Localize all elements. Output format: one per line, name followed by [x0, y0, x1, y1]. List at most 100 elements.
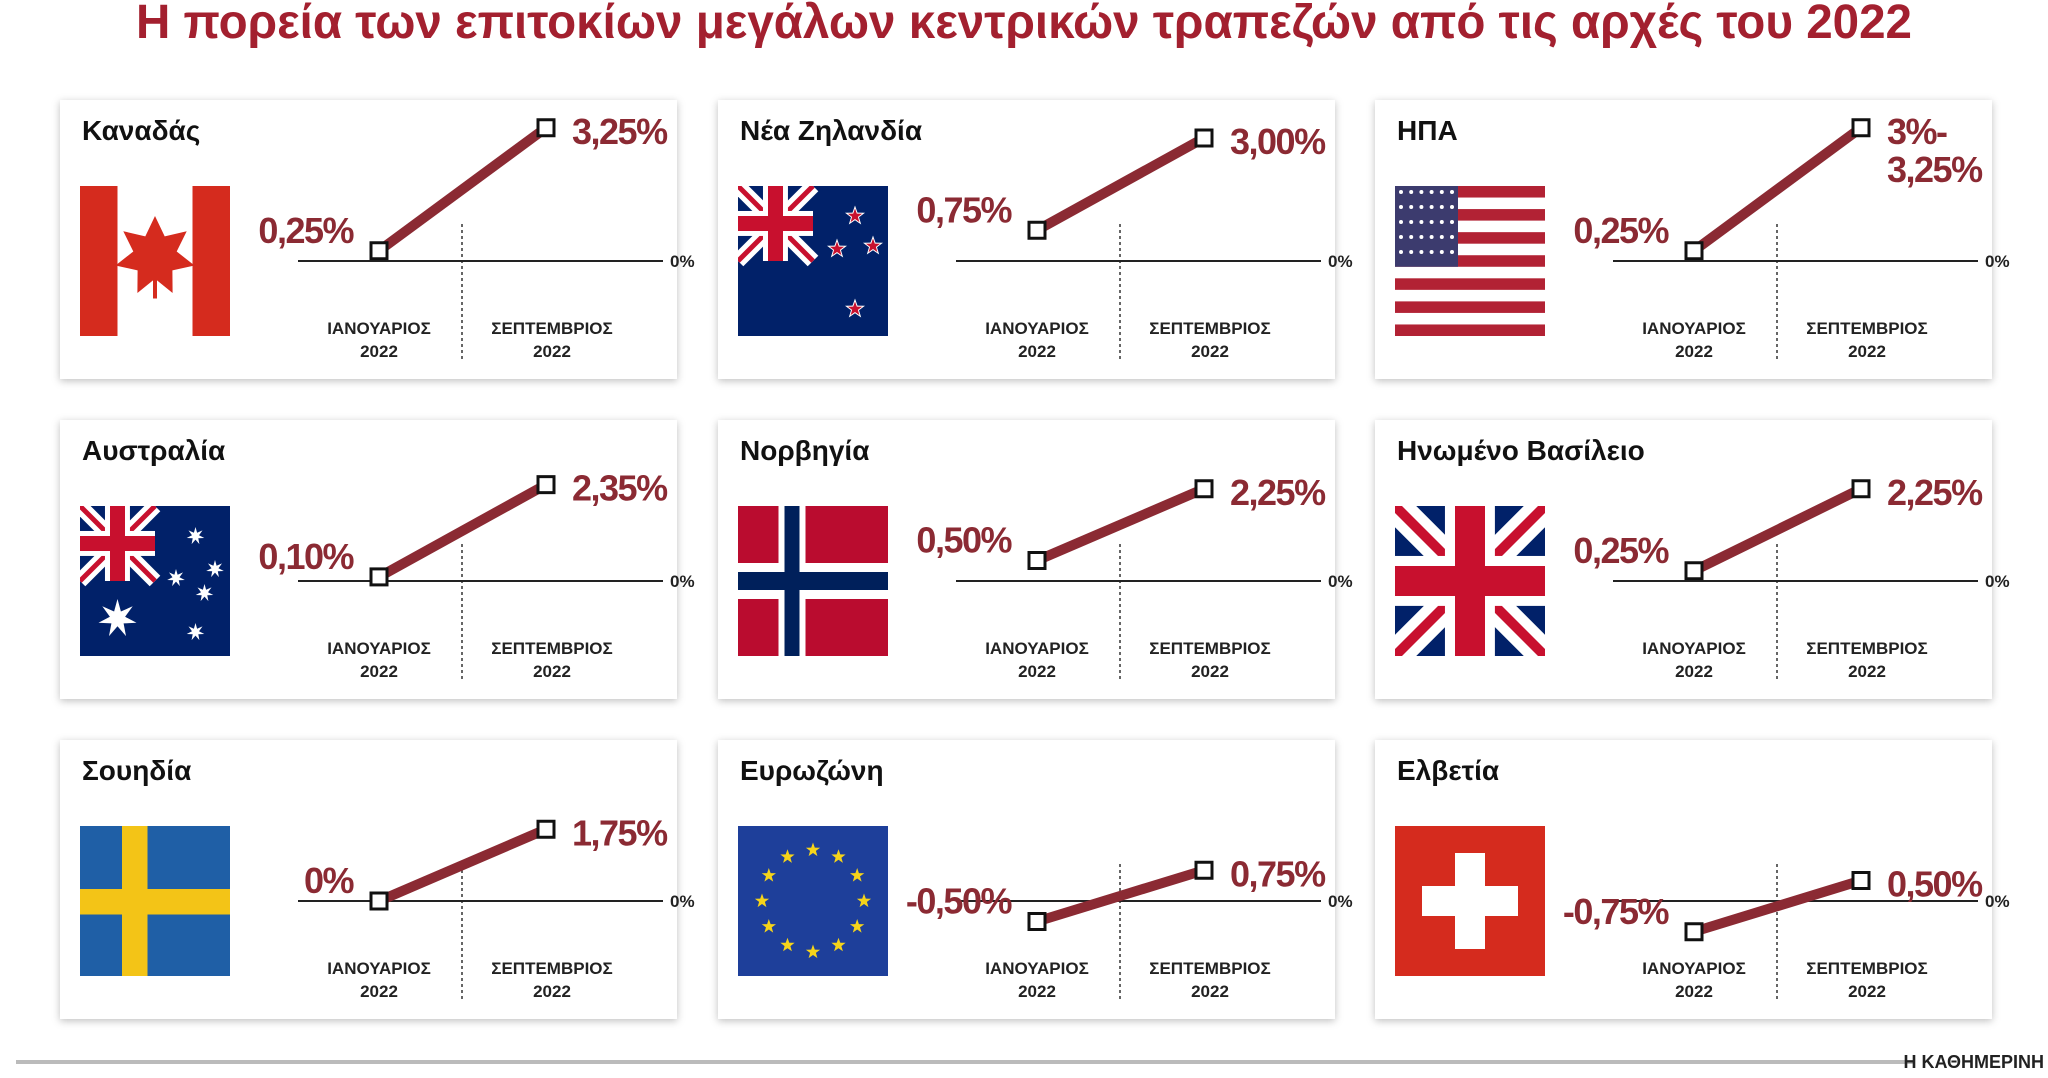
flag-part: [1450, 190, 1454, 194]
flag-part: [195, 584, 214, 602]
flag-part: [1439, 190, 1444, 194]
value-label: 0,75%: [1230, 853, 1326, 894]
flag-part: [738, 572, 888, 590]
rate-marker: [1027, 551, 1047, 570]
flag-part: [1409, 235, 1414, 239]
flag-part: [1399, 235, 1403, 239]
y-tick-label: 0%: [1328, 572, 1353, 591]
flag-part: [847, 208, 863, 223]
flag-part: [1450, 220, 1454, 224]
flag-part: [98, 599, 137, 637]
panel-title: Νορβηγία: [740, 435, 869, 466]
value-label: 1,75%: [572, 812, 668, 853]
panel-title: Καναδάς: [82, 115, 200, 146]
panel: Σουηδία 0% ΙΑΝΟΥΑΡΙΟΣ 2022 ΣΕΠΤΕΜΒΡΙΟΣ 2022 0%…: [60, 740, 695, 1019]
panel: Ελβετία 0% ΙΑΝΟΥΑΡΙΟΣ 2022 ΣΕΠΤΕΜΒΡΙΟΣ 2022 -0…: [1375, 740, 2010, 1019]
panel: Ηνωμένο Βασίλειο 0% ΙΑΝΟΥΑΡΙΟΣ 2022 ΣΕΠΤΕΜΒΡ…: [1375, 420, 2010, 699]
y-tick-label: 0%: [1985, 252, 2010, 271]
rate-marker: [1684, 241, 1704, 261]
flag-part: [780, 849, 795, 863]
flag-part: [831, 937, 846, 952]
flag-part: [167, 569, 185, 587]
flag-part: [1399, 250, 1403, 254]
panel: Ευρωζώνη 0% ΙΑΝΟΥΑΡΙΟΣ 2022 ΣΕΠΤΕΜΒΡΙΟΣ 2022 -…: [718, 740, 1353, 1019]
flag-part: [1429, 250, 1434, 254]
flag-part: [1399, 220, 1403, 224]
rate-marker: [1851, 871, 1871, 890]
flag-part: [754, 893, 770, 908]
flag-part: [1419, 190, 1424, 194]
flag-part: [115, 216, 195, 293]
rate-line: [377, 824, 548, 906]
y-tick-label: 0%: [670, 892, 695, 911]
flag-part: [1395, 312, 1545, 325]
value-label: 0%: [304, 860, 355, 901]
x-tick-label: ΣΕΠΤΕΜΒΡΙΟΣ 2022: [1806, 319, 1927, 361]
page-title: Η πορεία των επιτοκίων μεγάλων κεντρικών…: [136, 0, 1912, 49]
x-tick-label: ΙΑΝΟΥΑΡΙΟΣ 2022: [1642, 959, 1746, 1001]
flag-part: [847, 301, 863, 316]
flag-part: [153, 276, 157, 299]
flag-part: [1419, 205, 1424, 209]
flag: [1395, 186, 1545, 336]
panel-title: Αυστραλία: [82, 435, 225, 466]
flag-part: [186, 623, 205, 641]
flag-part: [1399, 190, 1403, 194]
flag-part: [856, 893, 872, 908]
rate-line: [376, 123, 549, 255]
x-tick-label: ΣΕΠΤΕΜΒΡΙΟΣ 2022: [1149, 639, 1270, 681]
flag-part: [1409, 220, 1414, 224]
rate-marker: [369, 567, 389, 587]
x-tick-label: ΣΕΠΤΕΜΒΡΙΟΣ 2022: [491, 639, 612, 681]
flag-part: [80, 889, 230, 915]
value-label: 3%-3,25%: [1887, 111, 1983, 190]
rate-marker: [1027, 912, 1047, 931]
flag: [738, 506, 888, 656]
rate-line: [1691, 484, 1864, 576]
value-label: 0,10%: [258, 536, 354, 577]
flag-part: [865, 238, 881, 253]
flag-part: [1439, 220, 1444, 224]
flag-part: [1429, 235, 1434, 239]
panel-title: Σουηδία: [82, 755, 191, 786]
value-label: 0,50%: [916, 520, 1012, 561]
flag-part: [1439, 205, 1444, 209]
flag-part: [1395, 278, 1545, 291]
rate-marker: [1194, 860, 1214, 880]
flag-part: [1429, 220, 1434, 224]
rate-line: [1692, 875, 1863, 937]
flag: [1395, 506, 1545, 656]
rate-marker: [1194, 128, 1214, 148]
flag-part: [80, 186, 118, 336]
flag-part: [831, 849, 846, 863]
flag-part: [761, 868, 776, 882]
flag-part: [805, 842, 821, 857]
flag-part: [186, 527, 205, 545]
flag-part: [780, 937, 795, 952]
flag-part: [850, 868, 865, 882]
y-tick-label: 0%: [1328, 892, 1353, 911]
flag-part: [1429, 190, 1434, 194]
x-tick-label: ΣΕΠΤΕΜΒΡΙΟΣ 2022: [1806, 959, 1927, 1001]
flag-part: [1399, 205, 1403, 209]
rate-marker: [1851, 118, 1871, 138]
flag-part: [829, 241, 845, 256]
rate-marker: [536, 118, 556, 138]
flag-part: [768, 186, 783, 261]
x-tick-label: ΣΕΠΤΕΜΒΡΙΟΣ 2022: [1149, 319, 1270, 361]
flag-part: [1422, 886, 1518, 916]
y-tick-label: 0%: [670, 572, 695, 591]
flag-part: [1450, 235, 1454, 239]
rate-marker: [1027, 220, 1047, 240]
value-label: 2,25%: [1887, 472, 1983, 513]
value-label: 0,25%: [1573, 530, 1669, 571]
rate-marker: [1684, 561, 1704, 581]
rate-line: [1035, 484, 1206, 566]
flag-part: [206, 560, 224, 578]
flag-part: [1429, 205, 1434, 209]
panel-title: ΗΠΑ: [1397, 115, 1458, 146]
y-tick-label: 0%: [1328, 252, 1353, 271]
rate-marker: [1851, 479, 1871, 499]
flag-part: [1395, 289, 1545, 302]
footer-text: Η ΚΑΘΗΜΕΡΙΝΗ: [1903, 1052, 2044, 1072]
